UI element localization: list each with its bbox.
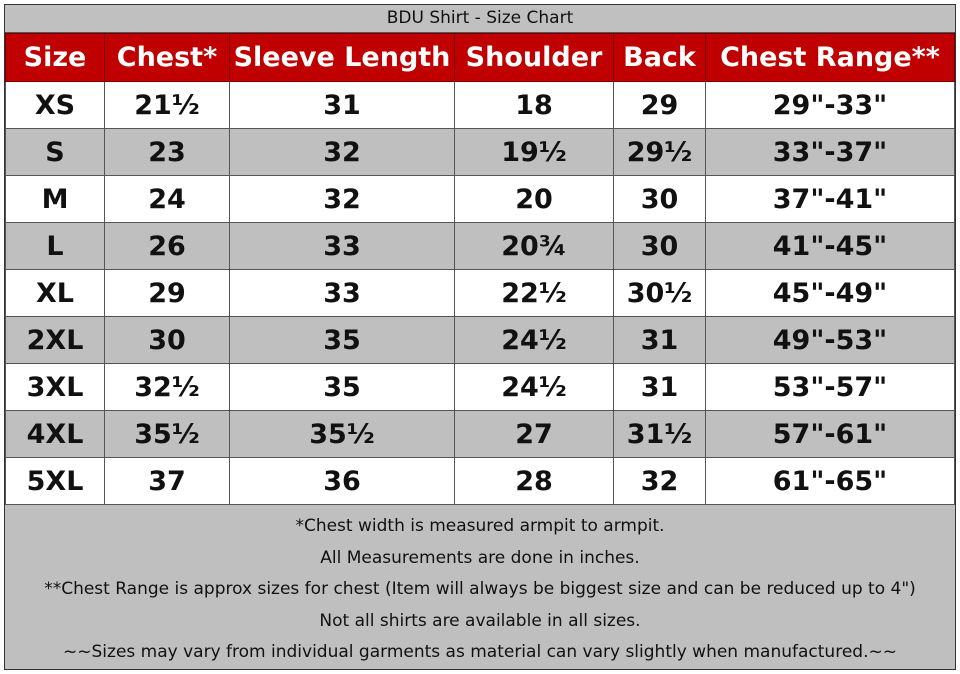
table-row: L 26 33 20¾ 30 41"-45" [5,222,955,270]
table-cell: 30 [613,222,706,270]
table-cell: 37 [104,457,230,505]
table-cell: 26 [104,222,230,270]
column-header: Sleeve Length [229,33,455,82]
table-cell: 53"-57" [705,363,955,411]
table-cell: 31 [229,81,455,129]
table-cell: 5XL [5,457,105,505]
table-cell: 35 [229,363,455,411]
table-cell: 33"-37" [705,128,955,176]
table-cell: 21½ [104,81,230,129]
table-cell: 20¾ [454,222,614,270]
table-cell: 57"-61" [705,410,955,458]
table-cell: 29 [613,81,706,129]
size-table: Size Chest* Sleeve Length Shoulder Back Chest… [5,33,955,505]
table-cell: 30½ [613,269,706,317]
table-cell: 49"-53" [705,316,955,364]
size-chart: BDU Shirt - Size Chart Size Chest* Sleeve … [4,4,956,670]
table-cell: 45"-49" [705,269,955,317]
table-cell: 27 [454,410,614,458]
table-cell: S [5,128,105,176]
table-cell: 23 [104,128,230,176]
table-cell: 31½ [613,410,706,458]
table-cell: 36 [229,457,455,505]
table-cell: 35½ [104,410,230,458]
table-cell: 24½ [454,316,614,364]
table-cell: 32 [229,175,455,223]
table-cell: 30 [104,316,230,364]
table-row: 5XL 37 36 28 32 61"-65" [5,457,955,505]
table-cell: 24 [104,175,230,223]
table-cell: 30 [613,175,706,223]
table-cell: XS [5,81,105,129]
table-cell: 35½ [229,410,455,458]
table-cell: 20 [454,175,614,223]
table-cell: 61"-65" [705,457,955,505]
table-cell: 33 [229,269,455,317]
table-cell: 29½ [613,128,706,176]
table-cell: 32 [613,457,706,505]
footnote: ~~Sizes may vary from individual garment… [63,642,897,662]
table-cell: 35 [229,316,455,364]
footnote: All Measurements are done in inches. [320,547,640,568]
table-cell: XL [5,269,105,317]
table-cell: 32 [229,128,455,176]
column-header: Chest* [104,33,230,82]
table-row: S 23 32 19½ 29½ 33"-37" [5,128,955,176]
table-cell: 29"-33" [705,81,955,129]
table-row: 4XL 35½ 35½ 27 31½ 57"-61" [5,410,955,458]
table-cell: 33 [229,222,455,270]
table-cell: 2XL [5,316,105,364]
column-header: Shoulder [454,33,614,82]
column-header: Chest Range** [705,33,955,82]
chart-title: BDU Shirt - Size Chart [5,5,955,33]
table-cell: 18 [454,81,614,129]
table-cell: 29 [104,269,230,317]
table-cell: 32½ [104,363,230,411]
table-cell: 28 [454,457,614,505]
footnote: **Chest Range is approx sizes for chest … [44,579,916,599]
table-row: XS 21½ 31 18 29 29"-33" [5,81,955,129]
column-header: Size [5,33,105,82]
table-cell: 24½ [454,363,614,411]
footnotes: *Chest width is measured armpit to armpi… [5,505,955,669]
table-cell: 41"-45" [705,222,955,270]
table-cell: 4XL [5,410,105,458]
column-header: Back [613,33,706,82]
table-row: 2XL 30 35 24½ 31 49"-53" [5,316,955,364]
table-cell: 31 [613,363,706,411]
table-row: XL 29 33 22½ 30½ 45"-49" [5,269,955,317]
table-cell: 31 [613,316,706,364]
table-cell: 37"-41" [705,175,955,223]
table-cell: L [5,222,105,270]
table-cell: 22½ [454,269,614,317]
header-row: Size Chest* Sleeve Length Shoulder Back Chest… [5,33,955,82]
table-row: M 24 32 20 30 37"-41" [5,175,955,223]
table-row: 3XL 32½ 35 24½ 31 53"-57" [5,363,955,411]
footnote: *Chest width is measured armpit to armpi… [295,516,665,536]
table-cell: 3XL [5,363,105,411]
footnote: Not all shirts are available in all size… [319,610,641,631]
table-cell: M [5,175,105,223]
table-cell: 19½ [454,128,614,176]
